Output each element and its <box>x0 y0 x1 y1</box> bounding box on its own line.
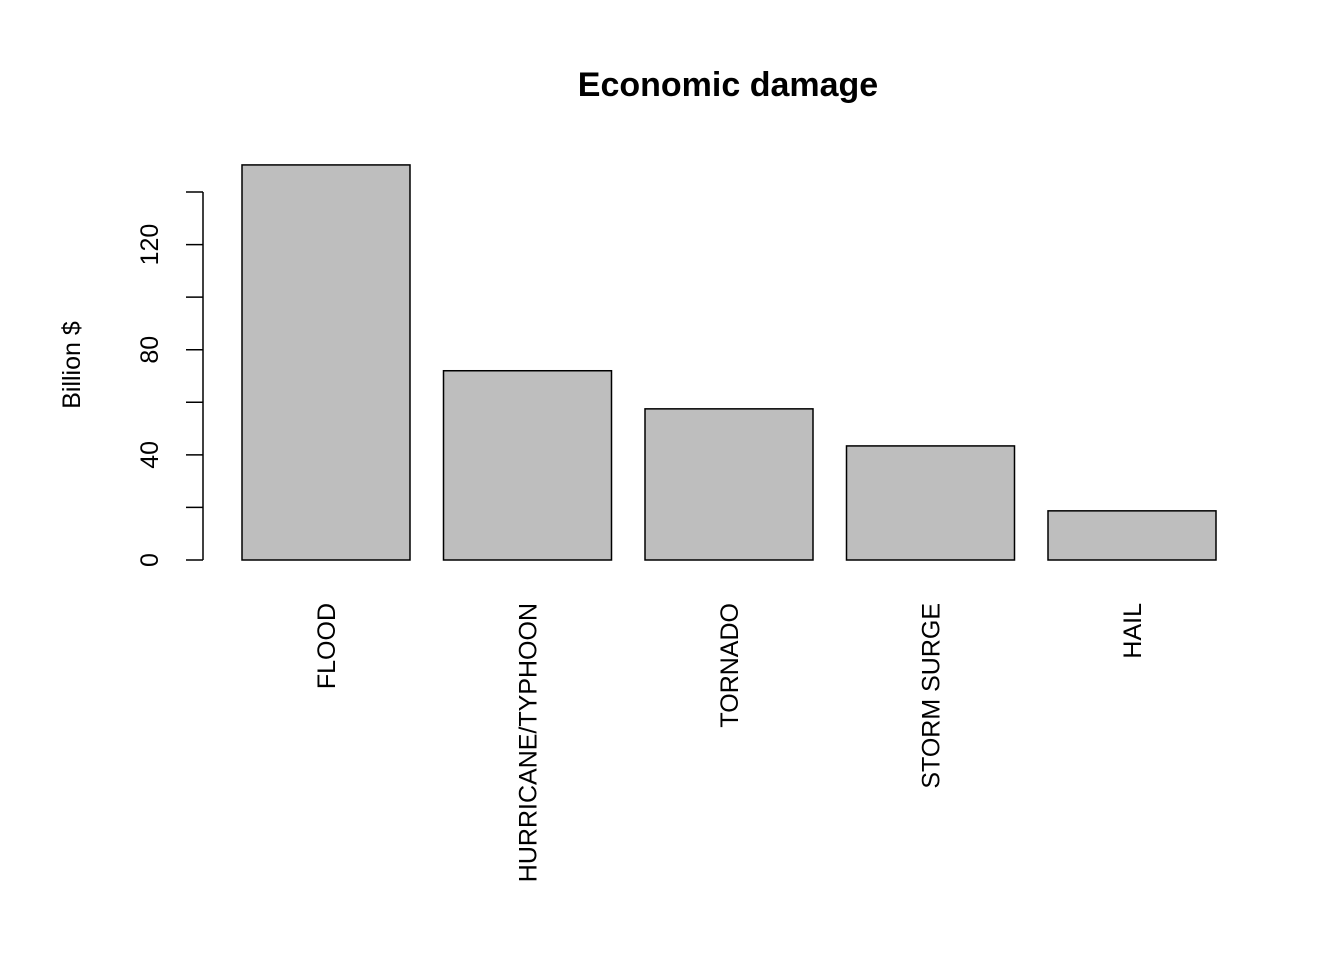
y-tick-label: 0 <box>136 553 164 567</box>
y-axis-label: Billion $ <box>58 321 86 409</box>
x-tick-label: HAIL <box>1119 603 1147 659</box>
chart-title: Economic damage <box>578 66 878 104</box>
bar <box>1047 510 1217 561</box>
y-tick-label: 120 <box>136 224 164 266</box>
x-tick-label: HURRICANE/TYPHOON <box>515 603 543 882</box>
x-tick-label: TORNADO <box>716 603 744 728</box>
y-tick-label: 80 <box>136 336 164 364</box>
x-tick-label: STORM SURGE <box>918 603 946 789</box>
bar <box>241 164 411 561</box>
bar <box>845 445 1016 561</box>
y-tick-label: 40 <box>136 441 164 469</box>
bar <box>644 408 814 561</box>
bar <box>442 369 613 561</box>
x-tick-label: FLOOD <box>313 603 341 689</box>
